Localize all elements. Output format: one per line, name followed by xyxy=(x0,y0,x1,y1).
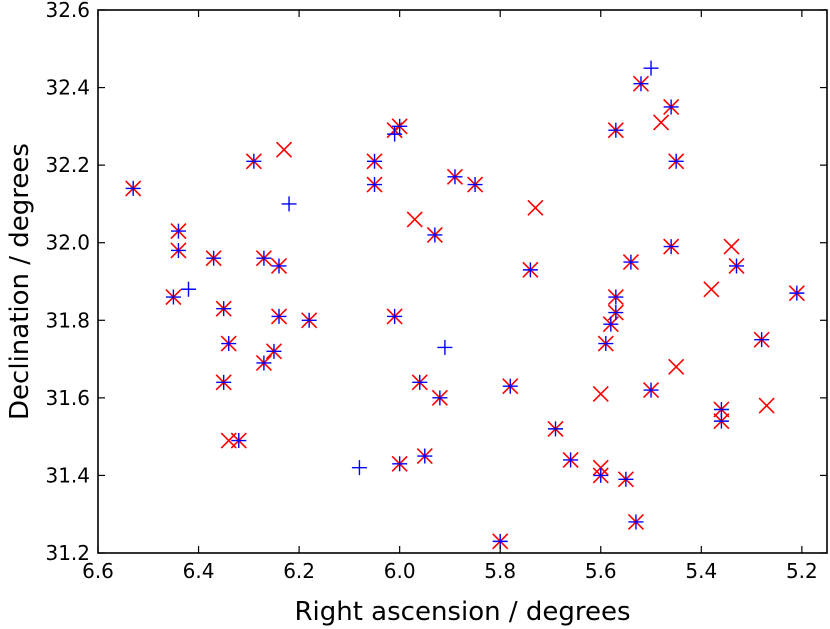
x-tick-label: 5.2 xyxy=(786,559,818,583)
point-plus-marker xyxy=(231,433,247,449)
point-x-marker xyxy=(527,199,544,216)
y-tick-label: 32.6 xyxy=(45,0,90,22)
point-plus-marker xyxy=(392,118,408,134)
y-tick-label: 31.2 xyxy=(45,541,90,565)
y-tick-label: 31.6 xyxy=(45,386,90,410)
x-tick-label: 5.8 xyxy=(484,559,516,583)
point-plus-marker xyxy=(643,382,659,398)
point-plus-marker xyxy=(170,223,186,239)
point-plus-marker xyxy=(387,126,403,142)
point-plus-marker xyxy=(256,250,272,266)
point-plus-marker xyxy=(206,250,222,266)
point-x-marker xyxy=(758,397,775,414)
point-plus-marker xyxy=(301,312,317,328)
point-plus-marker xyxy=(548,421,564,437)
y-tick-label: 31.8 xyxy=(45,308,90,332)
point-plus-marker xyxy=(351,460,367,476)
point-plus-marker xyxy=(633,76,649,92)
x-tick-label: 5.4 xyxy=(685,559,717,583)
x-tick-label: 6.0 xyxy=(384,559,416,583)
point-plus-marker xyxy=(467,177,483,193)
y-tick-label: 32.2 xyxy=(45,153,90,177)
point-plus-marker xyxy=(387,308,403,324)
point-plus-marker xyxy=(729,258,745,274)
point-plus-marker xyxy=(392,456,408,472)
point-plus-marker xyxy=(216,301,232,317)
point-plus-marker xyxy=(618,471,634,487)
point-plus-marker xyxy=(628,514,644,530)
point-plus-marker xyxy=(281,196,297,212)
point-plus-marker xyxy=(271,308,287,324)
point-x-marker xyxy=(406,211,423,228)
plot-frame xyxy=(97,9,828,554)
point-x-marker xyxy=(592,385,609,403)
point-x-marker xyxy=(723,238,740,255)
point-plus-marker xyxy=(221,336,237,352)
y-tick-label: 31.4 xyxy=(45,463,90,487)
x-tick-label: 5.6 xyxy=(585,559,617,583)
point-plus-marker xyxy=(367,153,383,169)
x-tick-label: 6.4 xyxy=(183,559,215,583)
x-axis-label: Right ascension / degrees xyxy=(294,597,630,627)
point-plus-marker xyxy=(668,153,684,169)
point-plus-marker xyxy=(165,289,181,305)
point-plus-marker xyxy=(447,169,463,185)
point-plus-marker xyxy=(417,448,433,464)
point-plus-marker xyxy=(608,122,624,138)
point-plus-marker xyxy=(623,254,639,270)
point-plus-marker xyxy=(367,177,383,193)
point-x-marker xyxy=(703,281,720,298)
point-x-marker xyxy=(653,114,670,131)
point-plus-marker xyxy=(608,289,624,305)
y-tick-label: 32.4 xyxy=(45,76,90,100)
point-plus-marker xyxy=(266,343,282,359)
x-tick-label: 6.6 xyxy=(82,559,114,583)
point-plus-marker xyxy=(412,374,428,390)
point-plus-marker xyxy=(789,285,805,301)
point-plus-marker xyxy=(246,153,262,169)
point-plus-marker xyxy=(598,336,614,352)
point-plus-marker xyxy=(216,374,232,390)
point-plus-marker xyxy=(432,390,448,406)
y-tick-label: 32.0 xyxy=(45,231,90,255)
axis-ticks: 6.6 6.4 6.2 6.0 5.8 5.6 5.4 5.2 31.2 31.4 31.6 31.8… xyxy=(45,0,827,583)
point-plus-marker xyxy=(522,262,538,278)
point-plus-marker xyxy=(563,452,579,468)
point-plus-marker xyxy=(608,305,624,321)
point-plus-marker xyxy=(125,180,141,196)
x-tick-label: 6.2 xyxy=(283,559,315,583)
point-plus-marker xyxy=(502,378,518,394)
point-plus-marker xyxy=(170,242,186,258)
point-plus-marker xyxy=(713,401,729,417)
point-plus-marker xyxy=(437,339,453,355)
point-plus-marker xyxy=(427,227,443,243)
point-plus-marker xyxy=(256,355,272,371)
plot-marks xyxy=(125,60,805,550)
point-plus-marker xyxy=(663,239,679,255)
y-axis-label: Declination / degrees xyxy=(5,143,35,420)
point-plus-marker xyxy=(180,281,196,297)
point-x-marker xyxy=(592,459,609,476)
point-plus-marker xyxy=(271,258,287,274)
point-x-marker xyxy=(668,358,685,375)
point-plus-marker xyxy=(593,467,609,483)
point-plus-marker xyxy=(643,60,659,76)
point-plus-marker xyxy=(754,332,770,348)
point-plus-marker xyxy=(663,99,679,115)
point-x-marker xyxy=(275,141,293,158)
point-plus-marker xyxy=(603,316,619,332)
